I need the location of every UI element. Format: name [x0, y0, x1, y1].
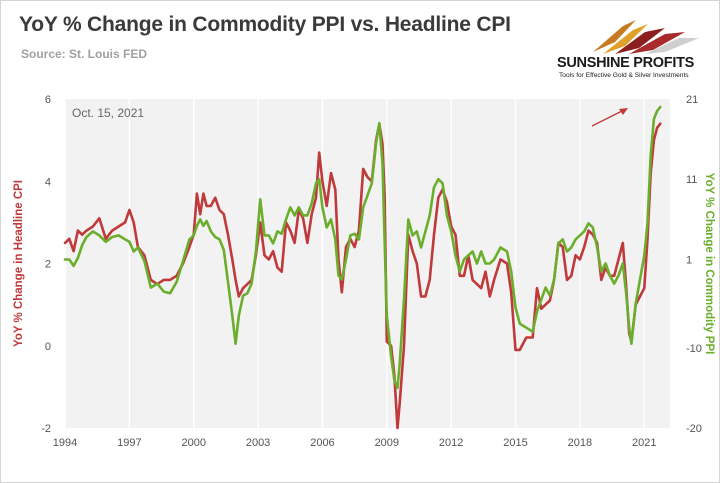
brand-name: SUNSHINE PROFITS — [557, 55, 694, 71]
y-left-axis-title: YoY % Change in Headline CPI — [13, 180, 25, 347]
y-right-tick-label: -10 — [686, 343, 702, 355]
y-right-tick-label: 11 — [686, 174, 697, 186]
arrow-icon — [591, 108, 628, 127]
sunshine-profits-logo-icon — [593, 20, 699, 54]
date-annotation: Oct. 15, 2021 — [72, 106, 144, 120]
x-tick-label: 2015 — [503, 437, 527, 449]
y-right-tick-label: 1 — [686, 254, 692, 266]
chart-title: YoY % Change in Commodity PPI vs. Headli… — [19, 13, 511, 36]
y-right-axis-title: YoY % Change in Commodity PPI — [703, 173, 715, 355]
logo-ray-4 — [629, 32, 685, 54]
chart-source: Source: St. Louis FED — [21, 47, 148, 61]
logo-ray-2 — [603, 24, 648, 54]
x-tick-label: 2018 — [568, 437, 592, 449]
y-left-tick-label: 4 — [45, 176, 51, 188]
logo-ray-5 — [645, 38, 699, 54]
x-tick-label: 2009 — [375, 437, 399, 449]
x-tick-label: 2021 — [632, 437, 656, 449]
x-tick-label: 2003 — [246, 437, 270, 449]
plot-area — [65, 99, 670, 428]
brand-tagline: Tools for Effective Gold & Silver Invest… — [559, 72, 689, 79]
x-tick-label: 1994 — [53, 437, 77, 449]
x-tick-label: 2000 — [181, 437, 205, 449]
arrow-head — [619, 108, 628, 115]
y-left-tick-label: 0 — [45, 341, 51, 353]
x-tick-label: 2006 — [310, 437, 334, 449]
x-tick-label: 2012 — [439, 437, 463, 449]
logo-ray-1 — [593, 20, 636, 52]
y-right-tick-label: -20 — [686, 423, 702, 435]
x-tick-label: 1997 — [117, 437, 141, 449]
y-right-tick-label: 21 — [686, 94, 698, 106]
y-left-tick-label: 6 — [45, 94, 51, 106]
y-left-tick-label: 2 — [45, 259, 51, 271]
y-left-tick-label: -2 — [41, 423, 51, 435]
arrow-shaft — [591, 109, 625, 127]
logo-ray-3 — [615, 28, 665, 54]
ppi-series-line — [63, 105, 662, 390]
